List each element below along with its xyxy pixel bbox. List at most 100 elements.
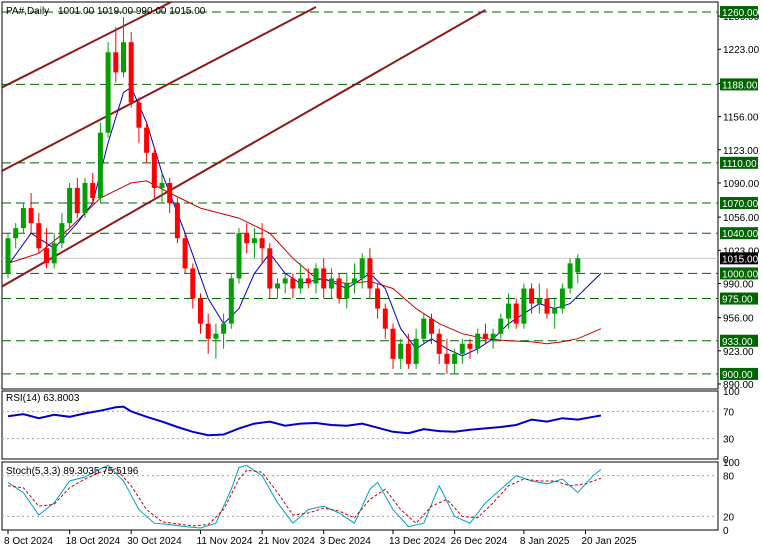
candle-24[interactable]	[190, 263, 196, 309]
candle-body	[413, 338, 419, 364]
candle-71[interactable]	[552, 298, 558, 329]
candle-27[interactable]	[213, 323, 219, 359]
candle-20[interactable]	[159, 172, 165, 204]
candle-41[interactable]	[321, 258, 327, 299]
candle-30[interactable]	[236, 228, 242, 284]
candle-31[interactable]	[244, 223, 250, 254]
candle-73[interactable]	[567, 258, 573, 294]
candle-5[interactable]	[44, 228, 49, 269]
candle-17[interactable]	[136, 97, 142, 143]
candle-19[interactable]	[151, 147, 157, 199]
candle-59[interactable]	[459, 338, 465, 364]
candle-61[interactable]	[475, 328, 481, 354]
price-tick-label-1: 1223.00	[723, 45, 760, 56]
rsi-tick-label-2: 30	[723, 435, 735, 446]
candle-body	[282, 278, 288, 284]
candle-33[interactable]	[259, 223, 265, 264]
candle-22[interactable]	[174, 198, 180, 244]
candle-64[interactable]	[498, 313, 504, 339]
candle-12[interactable]	[97, 122, 103, 204]
candle-21[interactable]	[167, 177, 173, 214]
candle-67[interactable]	[521, 283, 527, 329]
candle-0[interactable]	[5, 233, 11, 279]
time-tick-label-8: 8 Jan 2025	[520, 536, 570, 547]
candle-54[interactable]	[421, 313, 427, 344]
candle-16[interactable]	[128, 32, 134, 108]
stoch-tick-label-0: 100	[723, 458, 740, 469]
candle-10[interactable]	[82, 177, 88, 219]
candle-47[interactable]	[367, 248, 373, 299]
level-tag-bg-3	[720, 197, 758, 210]
candle-32[interactable]	[251, 228, 257, 259]
candle-37[interactable]	[290, 273, 296, 299]
level-tag-label-4: 1040.00	[722, 229, 759, 240]
candle-9[interactable]	[74, 177, 80, 219]
candle-53[interactable]	[413, 328, 419, 369]
candle-14[interactable]	[113, 27, 119, 83]
channel-line-0[interactable]	[2, 0, 301, 89]
candle-26[interactable]	[205, 313, 211, 354]
candle-70[interactable]	[544, 288, 550, 319]
candle-51[interactable]	[398, 338, 404, 369]
candle-58[interactable]	[452, 348, 458, 374]
candle-13[interactable]	[105, 42, 111, 138]
candle-38[interactable]	[298, 263, 304, 294]
candle-42[interactable]	[328, 268, 334, 299]
candle-68[interactable]	[529, 283, 535, 314]
candle-11[interactable]	[90, 172, 96, 204]
candle-65[interactable]	[506, 293, 511, 329]
candle-48[interactable]	[375, 283, 381, 319]
candle-56[interactable]	[436, 328, 442, 364]
candle-body	[259, 238, 265, 249]
candle-6[interactable]	[51, 233, 57, 269]
candle-60[interactable]	[467, 338, 473, 359]
candle-44[interactable]	[344, 273, 350, 309]
candle-46[interactable]	[359, 253, 365, 289]
candle-55[interactable]	[429, 313, 434, 344]
candle-8[interactable]	[67, 182, 73, 229]
time-tick-label-5: 3 Dec 2024	[320, 536, 372, 547]
candle-1[interactable]	[13, 223, 19, 249]
candle-15[interactable]	[121, 17, 126, 78]
candle-36[interactable]	[282, 273, 288, 294]
level-tag-label-3: 1070.00	[722, 199, 759, 210]
stoch-d-line	[7, 468, 602, 527]
candle-4[interactable]	[36, 213, 42, 254]
time-tick-label-7: 26 Dec 2024	[451, 536, 508, 547]
candle-43[interactable]	[336, 273, 342, 304]
candle-34[interactable]	[267, 243, 273, 299]
candle-25[interactable]	[198, 293, 203, 334]
level-tag-bg-5	[720, 267, 758, 280]
candle-45[interactable]	[352, 263, 357, 294]
candle-39[interactable]	[305, 268, 311, 289]
candle-69[interactable]	[536, 283, 542, 314]
candle-body	[182, 238, 188, 269]
channel-line-2[interactable]	[2, 9, 486, 288]
candle-35[interactable]	[275, 278, 280, 299]
candle-57[interactable]	[444, 338, 450, 374]
candle-3[interactable]	[28, 192, 34, 234]
candle-40[interactable]	[313, 263, 319, 294]
price-plot-area	[2, 0, 718, 375]
price-tick-label-7: 1023.00	[723, 246, 760, 257]
candle-28[interactable]	[221, 313, 227, 349]
candle-63[interactable]	[490, 328, 496, 349]
candle-52[interactable]	[405, 333, 411, 369]
candle-18[interactable]	[144, 122, 150, 163]
candle-50[interactable]	[390, 323, 396, 369]
candle-body	[328, 278, 334, 289]
candle-72[interactable]	[559, 283, 565, 314]
candle-23[interactable]	[182, 233, 188, 274]
candle-body	[482, 333, 488, 339]
level-tag-bg-6	[720, 292, 758, 305]
candle-2[interactable]	[20, 203, 26, 234]
candle-62[interactable]	[482, 323, 488, 344]
candle-66[interactable]	[513, 298, 519, 329]
candle-body	[529, 288, 535, 304]
candle-49[interactable]	[382, 303, 388, 339]
channel-line-1[interactable]	[2, 6, 317, 172]
candle-7[interactable]	[59, 213, 65, 249]
candle-74[interactable]	[575, 254, 581, 284]
candle-29[interactable]	[228, 273, 234, 329]
